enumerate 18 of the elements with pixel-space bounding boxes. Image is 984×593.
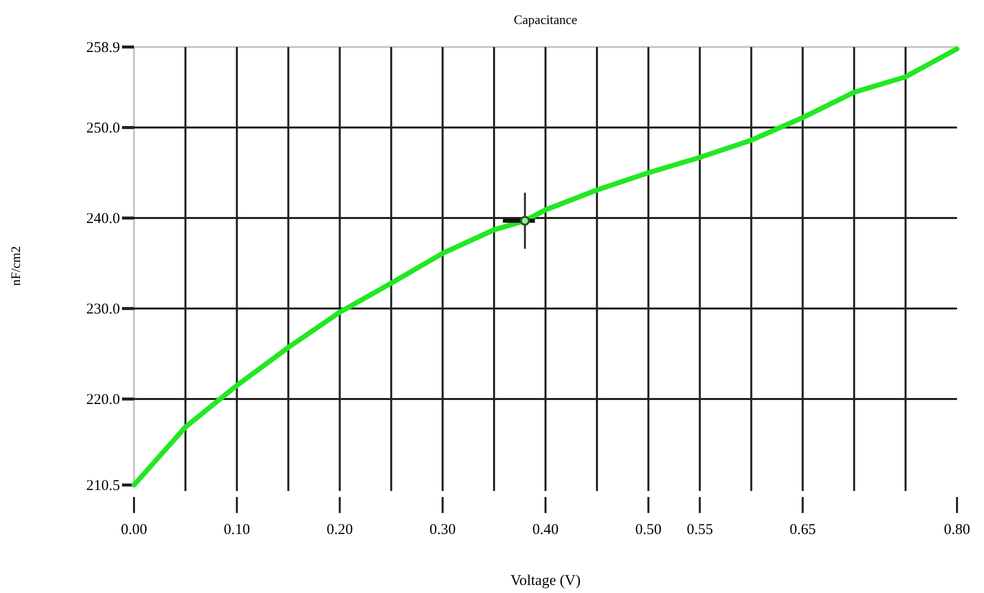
x-tick-label: 0.30 xyxy=(430,522,456,538)
y-axis-title: nF/cm2 xyxy=(8,246,23,286)
y-tick-label: 210.5 xyxy=(86,478,120,494)
y-tick-label: 258.9 xyxy=(86,40,120,56)
y-tick-label: 250.0 xyxy=(86,120,120,137)
y-tick-label: 240.0 xyxy=(86,211,120,228)
x-tick-label: 0.00 xyxy=(120,522,148,538)
x-tick-label: 0.40 xyxy=(532,522,559,538)
x-tick-label: 0.55 xyxy=(686,522,713,538)
chart-title: Capacitance xyxy=(514,12,578,27)
x-tick-label: 0.80 xyxy=(944,522,970,538)
y-tick-label: 230.0 xyxy=(86,302,120,318)
x-axis-title: Voltage (V) xyxy=(510,573,581,589)
x-tick-label: 0.50 xyxy=(635,522,662,538)
x-tick-label: 0.20 xyxy=(326,522,353,538)
x-tick-label: 0.10 xyxy=(224,522,250,538)
y-tick-label: 220.0 xyxy=(86,392,120,408)
x-tick-label: 0.65 xyxy=(790,522,816,538)
